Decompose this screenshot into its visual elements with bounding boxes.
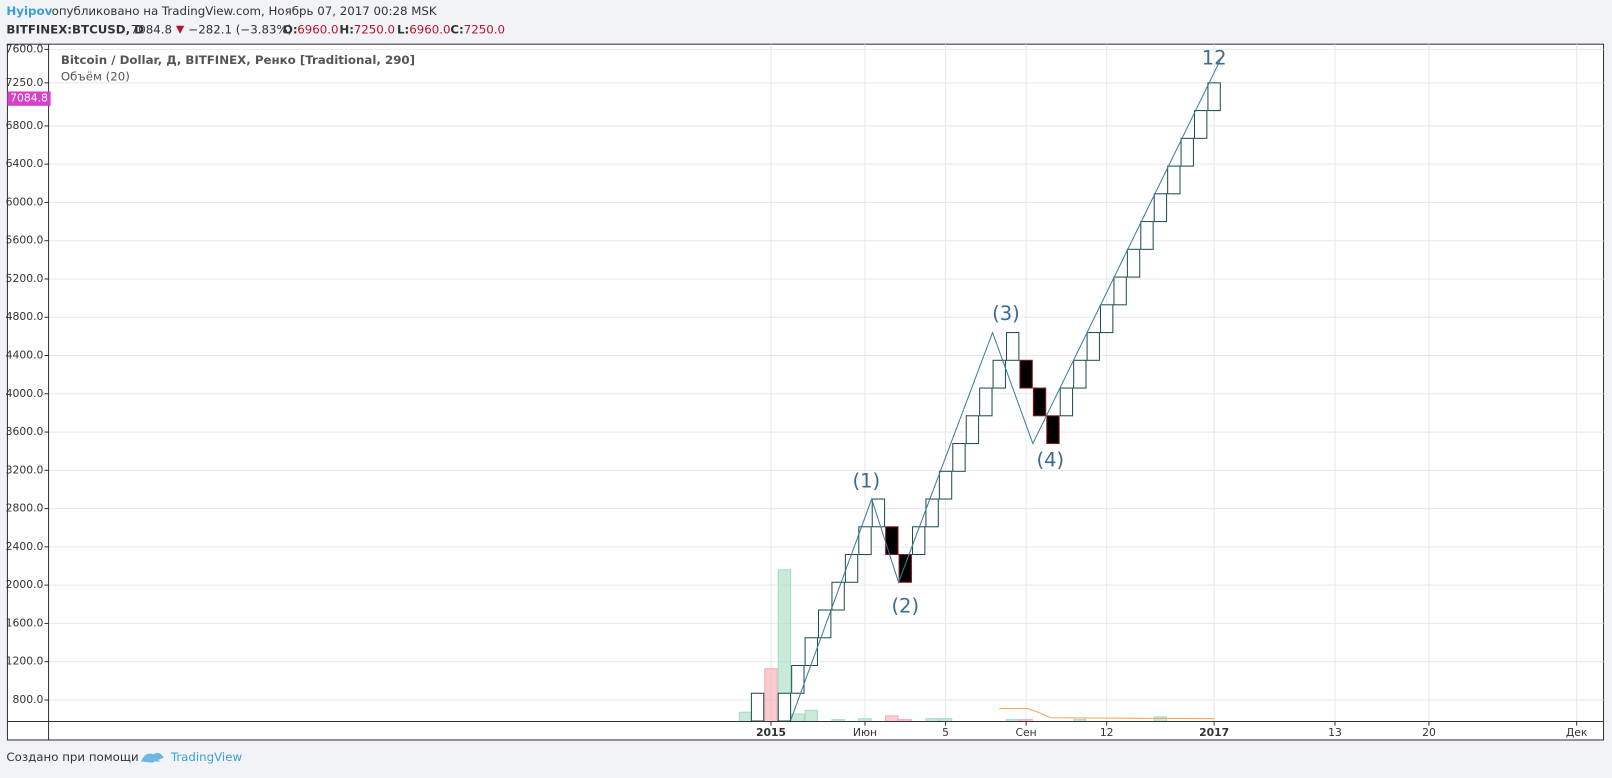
wave-label: (1) bbox=[852, 469, 880, 492]
c-label: C: bbox=[450, 22, 463, 36]
wave-line bbox=[790, 58, 1222, 720]
o-value: 6960.0 bbox=[297, 22, 338, 36]
header: Hyipov опубликовано на TradingView.com, … bbox=[6, 4, 505, 36]
renko-brick bbox=[1167, 165, 1181, 195]
y-tick-label: 5200.0 bbox=[6, 272, 44, 285]
y-tick-label: 7600.0 bbox=[6, 42, 44, 55]
renko-brick bbox=[1207, 82, 1221, 112]
h-label: H: bbox=[339, 22, 354, 36]
volume-bar bbox=[791, 713, 805, 722]
renko-brick bbox=[1073, 359, 1087, 389]
y-tick-label: 1200.0 bbox=[6, 655, 44, 668]
o-label: O: bbox=[283, 22, 298, 36]
last-price: 7084.8 bbox=[10, 92, 48, 105]
wave-label: (4) bbox=[1036, 448, 1064, 471]
brand[interactable]: TradingView bbox=[170, 750, 243, 764]
l-label: L: bbox=[397, 22, 409, 36]
renko-brick bbox=[777, 692, 792, 722]
y-tick-label: 4000.0 bbox=[6, 387, 44, 400]
price: 7084.8 bbox=[131, 22, 172, 36]
volume-bar bbox=[885, 715, 899, 722]
volume-bar bbox=[1153, 716, 1168, 722]
renko-brick bbox=[750, 692, 765, 722]
l-value: 6960.0 bbox=[409, 22, 450, 36]
chart-frame bbox=[6, 43, 1605, 741]
x-tick-label: 2017 bbox=[1199, 726, 1229, 739]
symbol: BITFINEX:BTCUSD, D bbox=[6, 22, 144, 36]
renko-brick bbox=[871, 498, 886, 528]
renko-brick bbox=[1113, 276, 1127, 306]
change: −282.1 (−3.83%) bbox=[188, 22, 292, 36]
x-tick-label: Сен bbox=[1016, 726, 1037, 739]
volume-bar bbox=[804, 709, 818, 722]
wave-label: (2) bbox=[891, 595, 919, 618]
y-tick-label: 1600.0 bbox=[6, 616, 44, 629]
y-tick-label: 2000.0 bbox=[6, 578, 44, 591]
renko-brick bbox=[898, 554, 912, 583]
renko-brick bbox=[979, 387, 993, 417]
y-tick-label: 6800.0 bbox=[6, 119, 44, 132]
wave-label: 12 bbox=[1202, 46, 1227, 69]
renko-brick bbox=[1059, 387, 1074, 417]
y-tick-label: 2400.0 bbox=[6, 540, 44, 553]
renko-brick bbox=[1006, 332, 1020, 361]
y-tick-label: 3200.0 bbox=[6, 463, 44, 476]
chart-title: Bitcoin / Dollar, Д, BITFINEX, Ренко [Tr… bbox=[61, 53, 415, 67]
renko-brick bbox=[952, 443, 966, 472]
renko-brick bbox=[1193, 110, 1208, 139]
renko-brick bbox=[1086, 332, 1100, 361]
h-value: 7250.0 bbox=[354, 22, 395, 36]
y-tick-label: 4400.0 bbox=[6, 349, 44, 362]
renko-brick bbox=[1032, 387, 1047, 417]
y-tick-label: 4800.0 bbox=[6, 310, 44, 323]
footer: Создано при помощи bbox=[6, 750, 138, 764]
x-tick-label: 20 bbox=[1422, 726, 1436, 739]
renko-brick bbox=[1019, 359, 1033, 389]
renko-brick bbox=[912, 526, 926, 556]
renko-brick bbox=[1180, 137, 1194, 167]
chart-subtitle: Объём (20) bbox=[61, 70, 130, 84]
x-tick-label: Дек bbox=[1566, 726, 1588, 739]
author[interactable]: Hyipov bbox=[6, 4, 52, 18]
renko-brick bbox=[818, 609, 832, 639]
renko-brick bbox=[1099, 304, 1114, 334]
published: опубликовано на TradingView.com, Ноябрь … bbox=[52, 4, 437, 18]
plot: (1) (2) (3) (4) 12 bbox=[48, 44, 1604, 722]
x-tick-label: 12 bbox=[1100, 726, 1114, 739]
y-tick-label: 3600.0 bbox=[6, 425, 44, 438]
x-tick-label: Июн bbox=[853, 726, 877, 739]
y-tick-label: 5600.0 bbox=[6, 234, 44, 247]
volume-ma bbox=[999, 708, 1215, 720]
renko-brick bbox=[1046, 415, 1060, 445]
x-tick-label: 13 bbox=[1328, 726, 1342, 739]
brand-logo bbox=[141, 752, 164, 763]
renko-brick bbox=[1140, 221, 1154, 250]
c-value: 7250.0 bbox=[464, 22, 505, 36]
volume-bar bbox=[764, 668, 778, 722]
renko-brick bbox=[1153, 193, 1168, 223]
x-tick-label: 2015 bbox=[756, 726, 786, 739]
y-tick-label: 2800.0 bbox=[6, 502, 44, 515]
renko-brick bbox=[992, 359, 1006, 389]
down-arrow bbox=[175, 25, 185, 34]
renko-brick bbox=[831, 581, 845, 611]
volume-bar bbox=[738, 711, 753, 722]
renko-brick bbox=[791, 664, 805, 694]
y-tick-label: 6000.0 bbox=[6, 195, 44, 208]
renko-brick bbox=[925, 498, 939, 528]
renko-brick bbox=[844, 554, 859, 583]
renko-brick bbox=[938, 470, 953, 500]
renko-brick bbox=[965, 415, 980, 445]
renko-brick bbox=[885, 526, 899, 556]
y-tick-label: 7250.0 bbox=[6, 76, 44, 89]
renko-brick bbox=[1126, 248, 1141, 278]
wave-label: (3) bbox=[992, 302, 1020, 325]
last-price-box bbox=[7, 91, 51, 106]
y-tick-label: 800.0 bbox=[13, 693, 44, 706]
renko-brick bbox=[858, 526, 872, 556]
y-tick-label: 6400.0 bbox=[6, 157, 44, 170]
x-tick-label: 5 bbox=[942, 726, 949, 739]
